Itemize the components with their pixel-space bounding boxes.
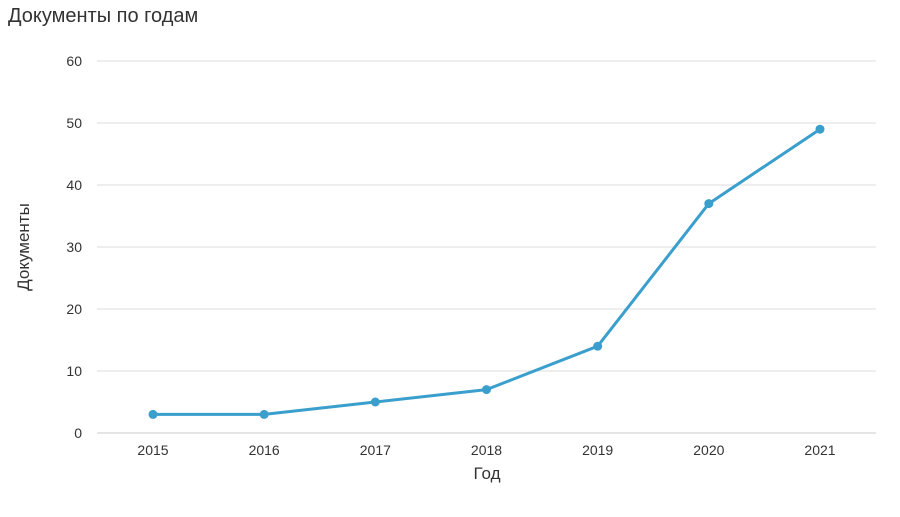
x-tick-label: 2016	[249, 442, 280, 458]
y-tick-label: 30	[66, 239, 82, 255]
y-tick-label: 0	[74, 425, 82, 441]
grid-lines	[97, 60, 876, 434]
series-layer	[148, 124, 825, 419]
x-tick-label: 2017	[360, 442, 391, 458]
y-tick-label: 60	[66, 53, 82, 69]
x-tick-label: 2015	[137, 442, 168, 458]
data-point	[370, 397, 380, 407]
data-point	[148, 409, 158, 419]
chart-title: Документы по годам	[8, 5, 199, 27]
data-point	[815, 124, 825, 134]
x-tick-labels: 2015 2016 2017 2018 2019 2020 2021	[137, 442, 835, 458]
y-axis-label: Документы	[14, 203, 33, 291]
y-tick-labels: 0 10 20 30 40 50 60	[66, 53, 82, 441]
data-point	[704, 199, 714, 209]
x-tick-label: 2020	[693, 442, 724, 458]
y-tick-label: 40	[66, 177, 82, 193]
data-point	[482, 385, 491, 395]
data-point	[259, 409, 269, 419]
y-tick-label: 50	[66, 115, 82, 131]
series-line	[151, 127, 822, 416]
y-tick-label: 10	[66, 363, 82, 379]
x-tick-label: 2018	[471, 442, 502, 458]
data-point	[593, 341, 603, 351]
x-tick-label: 2021	[804, 442, 835, 458]
y-tick-label: 20	[66, 301, 82, 317]
x-tick-label: 2019	[582, 442, 613, 458]
x-axis-label: Год	[473, 464, 500, 483]
